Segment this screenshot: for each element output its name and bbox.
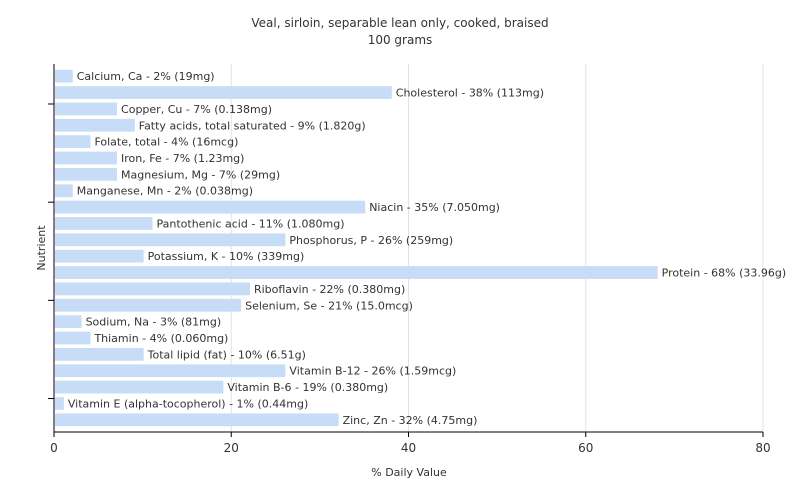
- bar-label-13: Riboflavin - 22% (0.380mg): [254, 283, 405, 296]
- bar-12: [55, 266, 658, 279]
- bar-label-0: Calcium, Ca - 2% (19mg): [77, 70, 215, 83]
- x-tick-label-2: 40: [401, 441, 416, 455]
- x-tick-label-1: 20: [224, 441, 239, 455]
- axes-group: 0 20 40 60 80: [48, 64, 771, 455]
- bar-7: [55, 184, 73, 198]
- bar-label-17: Total lipid (fat) - 10% (6.51g): [147, 348, 306, 361]
- y-axis-label: Nutrient: [35, 225, 48, 271]
- bar-5: [55, 151, 118, 165]
- chart-subtitle: 100 grams: [368, 33, 433, 47]
- bar-label-6: Magnesium, Mg - 7% (29mg): [121, 168, 280, 181]
- x-tick-label-3: 60: [578, 441, 593, 455]
- bar-21: [55, 413, 339, 427]
- bars-group: Calcium, Ca - 2% (19mg) Cholesterol - 38%…: [55, 69, 787, 427]
- bar-label-16: Thiamin - 4% (0.060mg): [93, 332, 228, 345]
- bar-18: [55, 364, 286, 378]
- bar-label-21: Zinc, Zn - 32% (4.75mg): [343, 414, 478, 427]
- bar-20: [55, 397, 64, 410]
- bar-9: [55, 217, 153, 230]
- chart-title: Veal, sirloin, separable lean only, cook…: [251, 16, 548, 30]
- bar-label-1: Cholesterol - 38% (113mg): [396, 87, 544, 100]
- bar-label-3: Fatty acids, total saturated - 9% (1.820…: [139, 119, 366, 132]
- bar-13: [55, 282, 250, 296]
- bar-label-14: Selenium, Se - 21% (15.0mcg): [245, 299, 413, 312]
- bar-label-20: Vitamin E (alpha-tocopherol) - 1% (0.44m…: [68, 397, 308, 410]
- bar-label-7: Manganese, Mn - 2% (0.038mg): [77, 185, 253, 198]
- bar-10: [55, 233, 286, 247]
- bar-17: [55, 347, 144, 361]
- bar-3: [55, 118, 135, 132]
- bar-label-15: Sodium, Na - 3% (81mg): [86, 316, 222, 329]
- x-tick-label-4: 80: [755, 441, 770, 455]
- bar-label-5: Iron, Fe - 7% (1.23mg): [121, 152, 244, 165]
- bar-19: [55, 380, 224, 394]
- bar-label-8: Niacin - 35% (7.050mg): [369, 201, 500, 214]
- bar-14: [55, 298, 242, 312]
- bar-4: [55, 135, 91, 149]
- bar-2: [55, 102, 118, 116]
- bar-label-10: Phosphorus, P - 26% (259mg): [289, 234, 453, 247]
- x-tick-label-0: 0: [50, 441, 58, 455]
- bar-label-9: Pantothenic acid - 11% (1.080mg): [156, 217, 344, 230]
- bar-0: [55, 69, 73, 83]
- bar-label-2: Copper, Cu - 7% (0.138mg): [121, 103, 272, 116]
- x-axis-label: % Daily Value: [371, 466, 447, 479]
- bar-label-4: Folate, total - 4% (16mcg): [94, 136, 238, 149]
- bar-8: [55, 200, 366, 214]
- bar-label-11: Potassium, K - 10% (339mg): [148, 250, 305, 263]
- bar-15: [55, 315, 82, 329]
- bar-16: [55, 331, 91, 345]
- bar-label-19: Vitamin B-6 - 19% (0.380mg): [227, 381, 388, 394]
- bar-6: [55, 167, 118, 181]
- bar-label-12: Protein - 68% (33.96g): [662, 267, 787, 280]
- bar-11: [55, 249, 144, 263]
- bar-1: [55, 86, 392, 99]
- bar-label-18: Vitamin B-12 - 26% (1.59mcg): [289, 365, 456, 378]
